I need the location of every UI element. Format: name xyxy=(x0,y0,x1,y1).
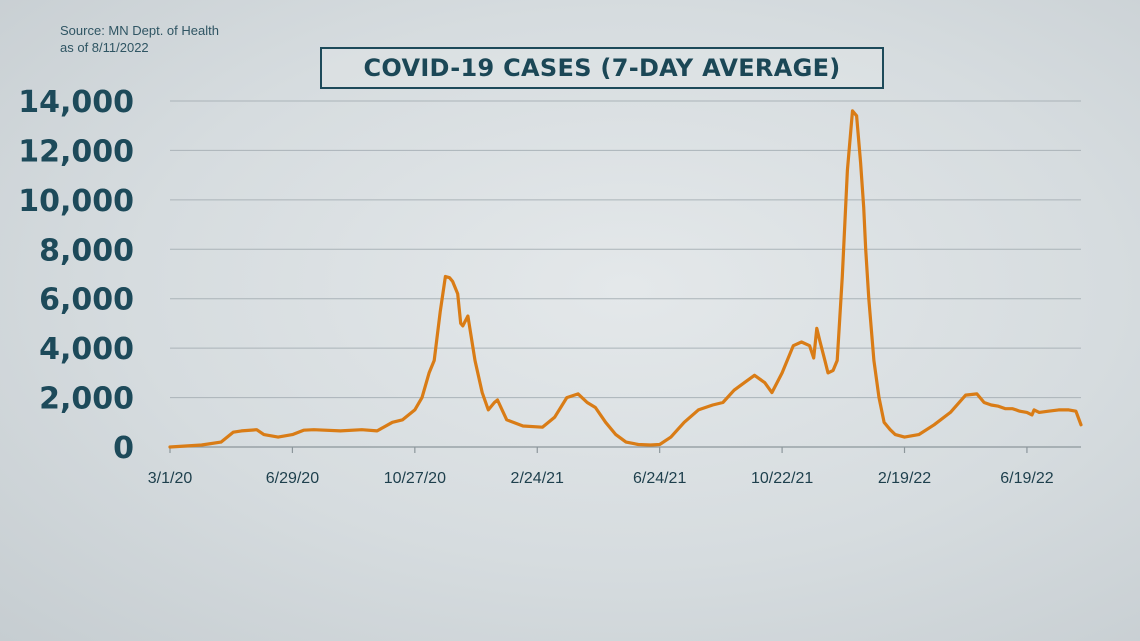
y-tick-label: 8,000 xyxy=(39,233,134,268)
x-tick-label: 10/22/21 xyxy=(751,470,813,487)
x-tick-label: 10/27/20 xyxy=(384,470,446,487)
x-tick-label: 6/24/21 xyxy=(633,470,686,487)
x-tick-label: 2/19/22 xyxy=(878,470,931,487)
x-tick-label: 6/29/20 xyxy=(266,470,319,487)
source-line: Source: MN Dept. of Health xyxy=(60,23,219,38)
gridlines xyxy=(170,100,1081,448)
y-axis-ticks: 0 2,000 4,000 6,000 8,000 10,000 12,000 14,000 xyxy=(18,85,134,466)
y-tick-label: 2,000 xyxy=(39,382,134,417)
y-tick-label: 4,000 xyxy=(39,332,134,367)
x-tick-label: 3/1/20 xyxy=(148,470,193,487)
chart-title-box: COVID-19 CASES (7-DAY AVERAGE) xyxy=(320,47,884,89)
x-axis-ticks: 3/1/20 6/29/20 10/27/20 2/24/21 6/24/21 10/22… xyxy=(148,447,1054,487)
chart-title: COVID-19 CASES (7-DAY AVERAGE) xyxy=(363,54,841,82)
series-line xyxy=(168,109,1083,449)
series-layer xyxy=(168,109,1083,449)
y-tick-label: 10,000 xyxy=(18,184,134,219)
source-note: Source: MN Dept. of Health as of 8/11/20… xyxy=(60,22,219,56)
y-tick-label: 12,000 xyxy=(18,134,134,169)
y-tick-label: 0 xyxy=(113,431,134,466)
y-tick-label: 6,000 xyxy=(39,283,134,318)
x-tick-label: 2/24/21 xyxy=(511,470,564,487)
y-tick-label: 14,000 xyxy=(18,85,134,120)
as-of-date: as of 8/11/2022 xyxy=(60,40,149,55)
x-tick-label: 6/19/22 xyxy=(1000,470,1053,487)
